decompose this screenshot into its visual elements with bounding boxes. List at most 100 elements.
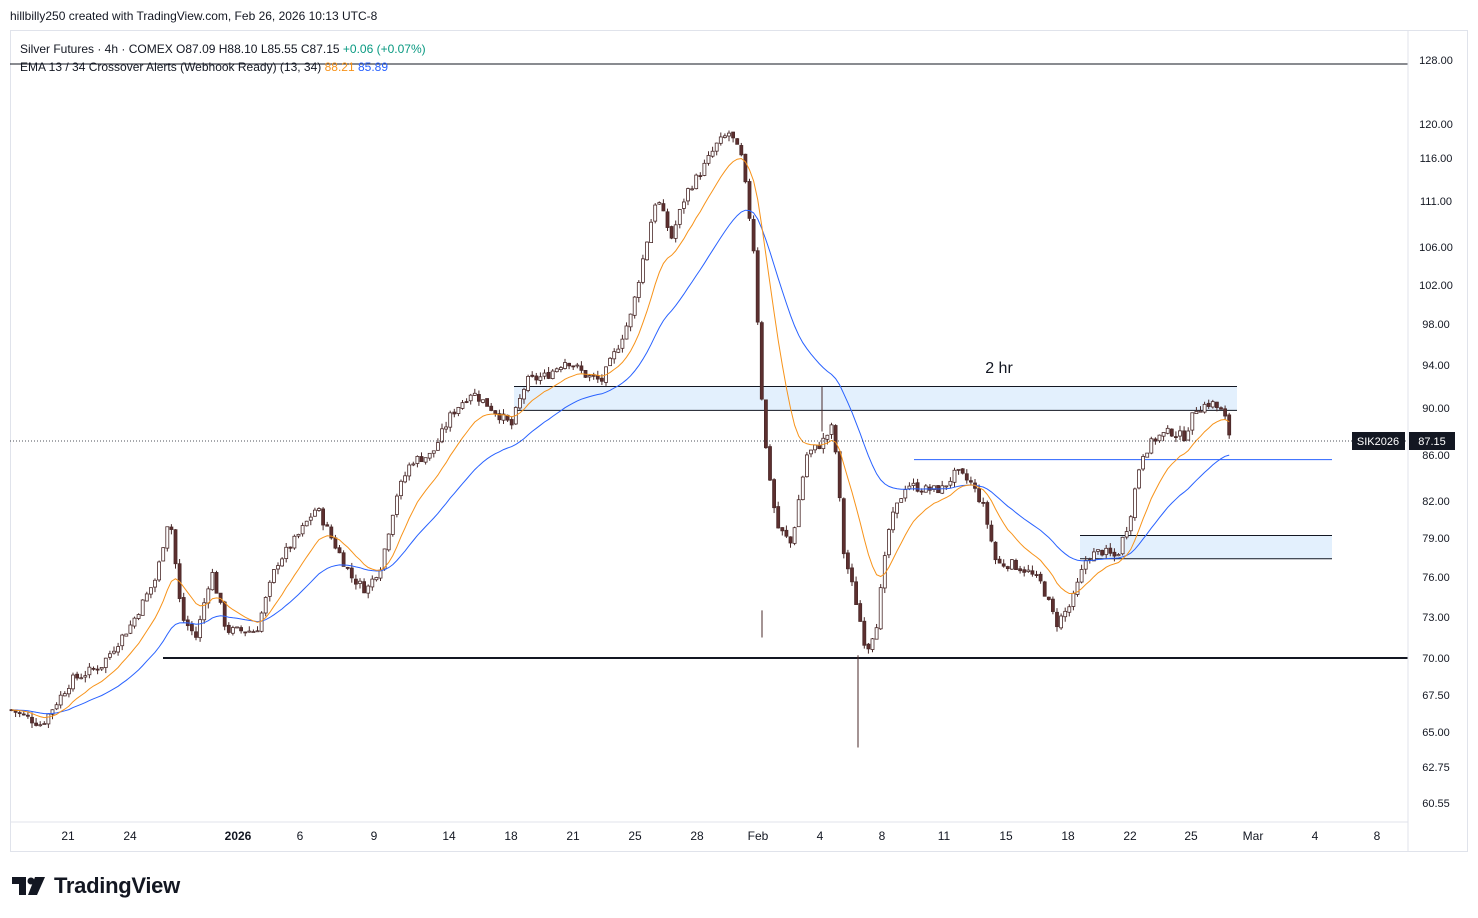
- candle-body[interactable]: [1215, 401, 1219, 408]
- candle-body[interactable]: [312, 509, 317, 517]
- candle-body[interactable]: [595, 375, 600, 380]
- candle-body[interactable]: [304, 520, 309, 527]
- candle-body[interactable]: [38, 724, 43, 727]
- candle-body[interactable]: [1059, 615, 1063, 629]
- candle-body[interactable]: [1169, 428, 1174, 437]
- candle-body[interactable]: [1227, 414, 1232, 436]
- candle-body[interactable]: [690, 188, 694, 191]
- candle-body[interactable]: [772, 479, 776, 509]
- candle-body[interactable]: [1178, 430, 1182, 437]
- candle-body[interactable]: [181, 597, 186, 621]
- candle-body[interactable]: [374, 577, 379, 581]
- candle-body[interactable]: [1202, 403, 1207, 413]
- candle-body[interactable]: [489, 405, 494, 411]
- candle-body[interactable]: [308, 516, 313, 521]
- candle-body[interactable]: [948, 480, 953, 486]
- candle-body[interactable]: [116, 646, 120, 653]
- candle-body[interactable]: [108, 653, 112, 658]
- price-axis[interactable]: 128.00 120.00 116.00 111.00 106.00 102.00 98.0…: [1419, 55, 1453, 810]
- candle-body[interactable]: [800, 476, 805, 501]
- candle-body[interactable]: [1182, 430, 1186, 442]
- candle-body[interactable]: [1022, 569, 1027, 573]
- candle-body[interactable]: [251, 631, 256, 633]
- candle-body[interactable]: [735, 138, 740, 145]
- candle-body[interactable]: [579, 365, 584, 371]
- candle-body[interactable]: [698, 175, 703, 177]
- candle-body[interactable]: [214, 572, 219, 594]
- candle-body[interactable]: [731, 131, 735, 139]
- candle-body[interactable]: [526, 375, 530, 391]
- candle-body[interactable]: [476, 394, 481, 402]
- candle-body[interactable]: [854, 581, 858, 605]
- candle-body[interactable]: [530, 374, 535, 377]
- candle-body[interactable]: [870, 638, 875, 650]
- candle-body[interactable]: [809, 449, 813, 455]
- candle-body[interactable]: [341, 552, 346, 567]
- candle-body[interactable]: [776, 506, 781, 529]
- candle-body[interactable]: [837, 451, 842, 499]
- candle-body[interactable]: [665, 211, 670, 228]
- candle-body[interactable]: [226, 624, 231, 633]
- candle-body[interactable]: [271, 569, 276, 583]
- candle-body[interactable]: [407, 464, 412, 477]
- candle-body[interactable]: [669, 226, 674, 239]
- candle-body[interactable]: [1116, 554, 1121, 557]
- candle-body[interactable]: [435, 442, 440, 451]
- candle-body[interactable]: [1206, 402, 1211, 407]
- candle-body[interactable]: [1219, 407, 1223, 410]
- candle-body[interactable]: [75, 673, 79, 679]
- candle-body[interactable]: [755, 250, 760, 323]
- candle-body[interactable]: [1034, 574, 1039, 576]
- candle-body[interactable]: [468, 394, 473, 402]
- candle-body[interactable]: [825, 434, 830, 440]
- candle-body[interactable]: [1063, 610, 1068, 618]
- candle-body[interactable]: [83, 675, 88, 678]
- candle-body[interactable]: [485, 398, 490, 407]
- candle-body[interactable]: [1186, 430, 1191, 441]
- candle-body[interactable]: [448, 412, 453, 428]
- candle-body[interactable]: [764, 399, 768, 449]
- candle-body[interactable]: [862, 620, 867, 646]
- candle-body[interactable]: [1165, 427, 1170, 434]
- candle-body[interactable]: [522, 388, 526, 400]
- candle-body[interactable]: [956, 468, 961, 471]
- candle-body[interactable]: [563, 362, 567, 369]
- candle-body[interactable]: [841, 498, 846, 555]
- candle-body[interactable]: [989, 524, 994, 542]
- candle-body[interactable]: [112, 650, 116, 654]
- candle-body[interactable]: [1137, 469, 1141, 489]
- candle-body[interactable]: [1210, 401, 1215, 408]
- candle-body[interactable]: [267, 581, 272, 597]
- time-axis[interactable]: 21 24 2026 6 9 14 18 21 25 28 Feb 4 8 11 15 18 22 25 Mar 4 8: [61, 829, 1380, 843]
- candle-body[interactable]: [394, 495, 399, 515]
- candle-body[interactable]: [759, 322, 764, 400]
- candle-body[interactable]: [694, 174, 699, 190]
- candle-body[interactable]: [423, 457, 428, 463]
- candle-body[interactable]: [858, 603, 863, 622]
- candle-body[interactable]: [944, 485, 949, 488]
- candle-body[interactable]: [337, 547, 342, 554]
- candle-body[interactable]: [54, 704, 59, 710]
- candle-body[interactable]: [1194, 411, 1199, 415]
- candle-body[interactable]: [259, 612, 264, 632]
- candle-body[interactable]: [743, 153, 748, 183]
- candle-body[interactable]: [964, 473, 969, 481]
- candle-body[interactable]: [362, 581, 367, 594]
- candle-body[interactable]: [768, 446, 772, 481]
- candle-body[interactable]: [501, 413, 506, 421]
- candle-body[interactable]: [620, 338, 625, 349]
- candle-body[interactable]: [1010, 559, 1014, 570]
- candle-body[interactable]: [993, 541, 998, 561]
- candle-body[interactable]: [575, 364, 580, 367]
- candle-body[interactable]: [288, 546, 293, 549]
- candle-body[interactable]: [1223, 408, 1227, 417]
- candle-body[interactable]: [718, 136, 723, 144]
- candle-body[interactable]: [296, 533, 301, 537]
- candle-body[interactable]: [169, 526, 174, 530]
- candle-body[interactable]: [1112, 551, 1117, 557]
- candle-body[interactable]: [247, 630, 252, 633]
- candle-body[interactable]: [399, 480, 403, 497]
- candle-body[interactable]: [366, 585, 371, 594]
- candle-body[interactable]: [1104, 547, 1109, 556]
